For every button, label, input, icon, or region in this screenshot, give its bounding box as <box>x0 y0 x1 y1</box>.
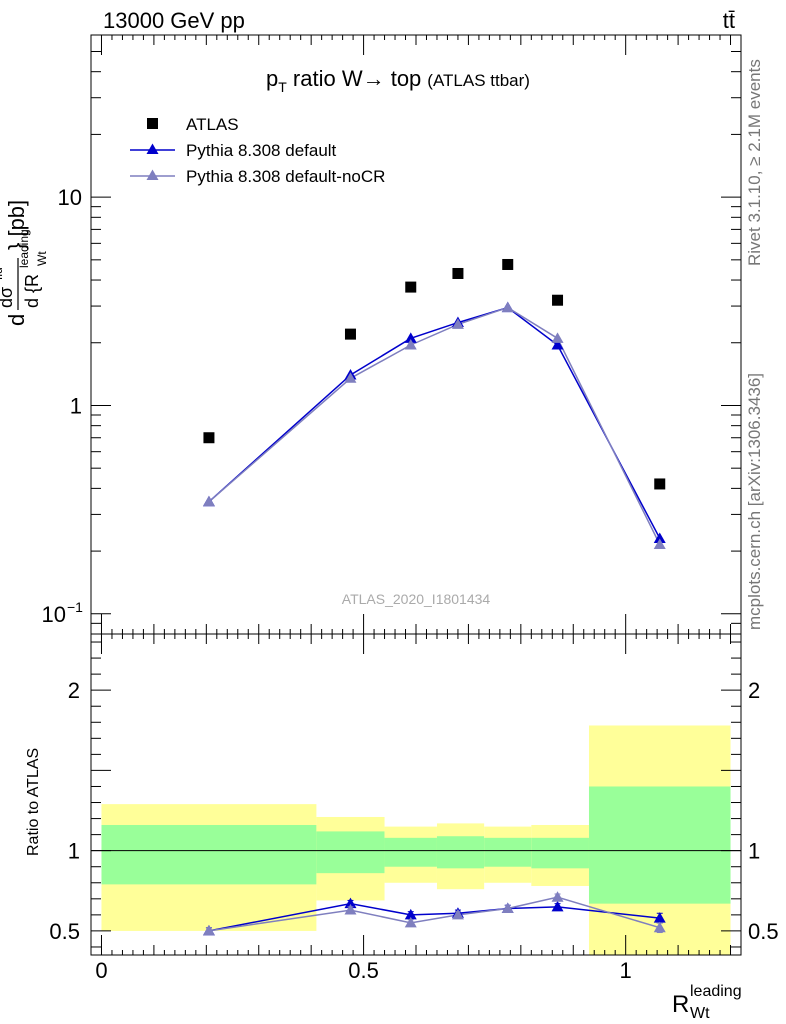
svg-text:d: d <box>4 314 29 326</box>
legend-marker-atlas <box>147 118 158 129</box>
svg-text:Wt: Wt <box>35 251 49 266</box>
atlas-data-point <box>502 258 514 270</box>
ratio-y-tick-label-right: 0.5 <box>748 919 779 944</box>
nocr-ratio-point <box>551 891 564 902</box>
nocr-point <box>653 538 666 550</box>
default-ratio-point <box>653 912 666 923</box>
default-point <box>551 339 564 350</box>
nocr-ratio-point <box>501 902 514 913</box>
main-y-axis-label: d dσ fid d {R leading Wt } [pb] <box>0 200 49 326</box>
inner-uncertainty-band <box>384 837 437 867</box>
svg-text:Wt: Wt <box>690 1005 710 1022</box>
nocr-ratio-point <box>344 904 357 915</box>
atlas-data-point <box>344 328 356 340</box>
nocr-ratio-point <box>202 924 215 936</box>
x-tick-label: 0.5 <box>348 958 379 983</box>
nocr-point <box>551 332 564 343</box>
default-ratio-point <box>551 900 564 912</box>
atlas-data-point <box>654 478 666 490</box>
inner-uncertainty-band <box>588 786 731 904</box>
nocr-point <box>501 301 514 313</box>
ratio-plot-panel: 0.5 0.5 1 1 2 2 0 0.5 1 <box>49 633 779 983</box>
default-point <box>653 532 666 543</box>
default-point <box>404 332 417 343</box>
ratio-y-tick-label-left: 0.5 <box>49 919 80 944</box>
default-series-line <box>208 306 661 539</box>
svg-text:dσ: dσ <box>0 287 16 308</box>
plot-title: pT ratio W→ top (ATLAS ttbar) <box>266 66 530 95</box>
nocr-point <box>202 495 215 507</box>
ratio-y-tick-label-left: 2 <box>68 678 80 703</box>
atlas-data-point <box>405 281 417 293</box>
svg-text:} [pb]: } [pb] <box>4 200 29 250</box>
legend-marker-default <box>146 143 159 154</box>
svg-text:d {R: d {R <box>22 274 42 308</box>
legend-label-nocr: Pythia 8.308 default-noCR <box>186 167 385 186</box>
legend-label-default: Pythia 8.308 default <box>186 141 337 160</box>
inner-uncertainty-band <box>436 836 485 869</box>
y-tick-label: 10 <box>58 185 82 210</box>
default-ratio-point <box>344 897 357 909</box>
ratio-y-tick-label-right: 2 <box>748 678 760 703</box>
ratio-axis-ticks: 0.5 0.5 1 1 2 2 0 0.5 1 <box>49 634 779 983</box>
header-process: tt̄ <box>723 8 735 33</box>
atlas-data-point <box>452 267 464 279</box>
ratio-y-axis-label: Ratio to ATLAS <box>25 748 42 856</box>
y-tick-label: 1 <box>70 393 82 418</box>
nocr-ratio-point <box>653 921 666 933</box>
x-tick-label: 0 <box>95 958 107 983</box>
y-tick-label: 10 <box>42 602 66 627</box>
inner-uncertainty-band <box>484 837 532 867</box>
nocr-point <box>404 339 417 350</box>
inner-uncertainty-band <box>531 837 589 869</box>
legend: ATLAS Pythia 8.308 default Pythia 8.308 … <box>130 115 385 186</box>
svg-text:leading: leading <box>690 983 742 1000</box>
default-ratio-point <box>404 908 417 920</box>
analysis-watermark: ATLAS_2020_I1801434 <box>342 591 491 607</box>
rivet-version-label: Rivet 3.1.10, ≥ 2.1M events <box>745 59 764 266</box>
x-tick-label: 1 <box>620 958 632 983</box>
atlas-data-point <box>203 432 215 444</box>
data-points <box>202 258 666 550</box>
svg-text:leading: leading <box>17 229 31 268</box>
inner-uncertainty-band <box>101 824 317 885</box>
legend-marker-nocr <box>146 169 159 180</box>
nocr-ratio-point <box>451 908 464 920</box>
svg-text:fid: fid <box>0 267 5 280</box>
y-tick-exponent: −1 <box>67 599 83 615</box>
svg-text:R: R <box>672 991 689 1018</box>
inner-uncertainty-band <box>316 831 385 874</box>
atlas-data-point <box>552 294 564 306</box>
ratio-y-tick-label-right: 1 <box>748 839 760 864</box>
header-energy: 13000 GeV pp <box>103 8 245 33</box>
uncertainty-bands <box>101 725 731 955</box>
ratio-y-tick-label-left: 1 <box>68 839 80 864</box>
ratio-points <box>202 891 666 936</box>
mcplots-label: mcplots.cern.ch [arXiv:1306.3436] <box>745 373 764 630</box>
mc-series-lines <box>208 306 661 545</box>
nocr-point <box>451 318 464 329</box>
nocr-point <box>344 372 357 383</box>
nocr-series-line <box>208 306 661 545</box>
x-axis-label: R leading Wt <box>672 983 742 1022</box>
nocr-ratio-point <box>404 916 417 928</box>
legend-label-atlas: ATLAS <box>186 115 239 134</box>
